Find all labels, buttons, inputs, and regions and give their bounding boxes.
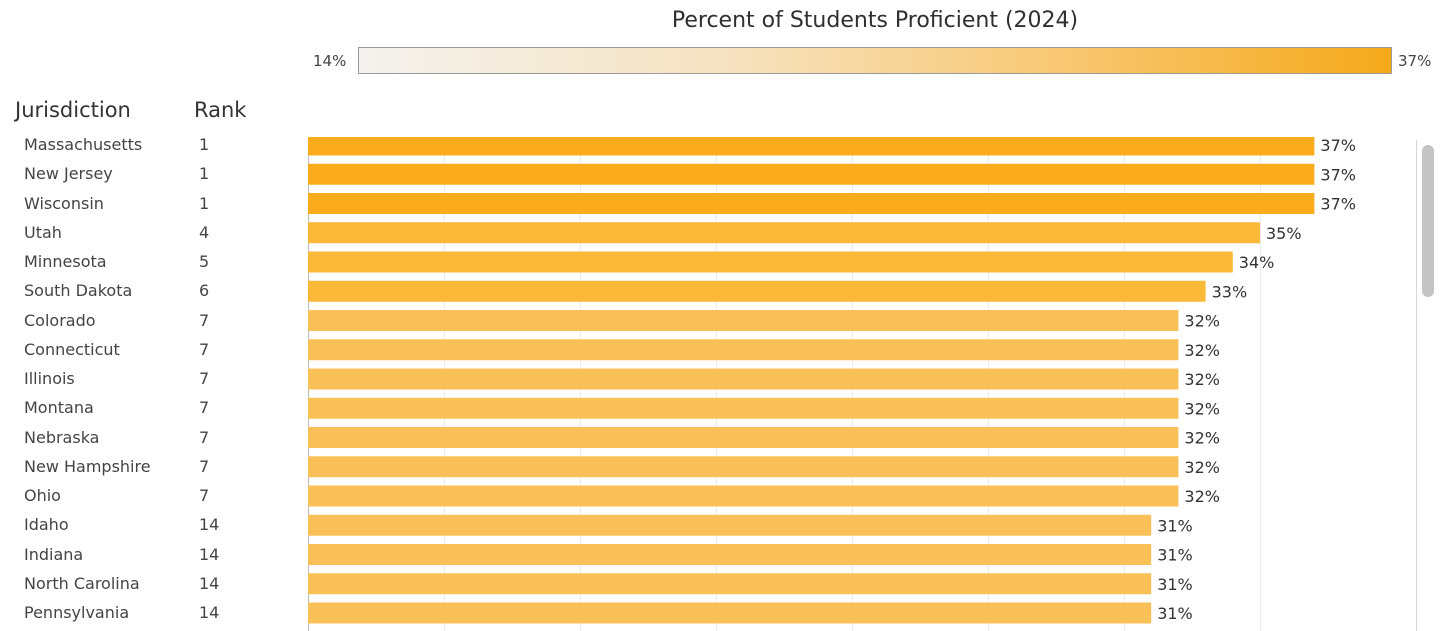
bar-value-label: 33%: [1212, 282, 1248, 301]
bar-value-label: 32%: [1184, 487, 1220, 506]
rank-label: 7: [199, 427, 210, 447]
bar-value-label: 37%: [1320, 165, 1356, 184]
bar-ohio[interactable]: [308, 485, 1179, 507]
rank-label: 7: [199, 310, 210, 330]
rank-label: 6: [199, 281, 210, 301]
bar-montana[interactable]: [308, 397, 1179, 419]
jurisdiction-label: Wisconsin: [24, 193, 104, 213]
jurisdiction-label: Minnesota: [24, 252, 107, 271]
jurisdiction-label: New Jersey: [24, 164, 113, 184]
jurisdiction-label: Colorado: [24, 310, 96, 330]
rank-label: 7: [199, 456, 210, 476]
bar-illinois[interactable]: [308, 368, 1179, 390]
bar-pennsylvania[interactable]: [308, 602, 1152, 624]
bar-value-label: 32%: [1184, 370, 1220, 389]
bar-value-label: 32%: [1184, 399, 1220, 418]
jurisdiction-label: Utah: [24, 222, 62, 242]
rank-label: 1: [199, 193, 210, 213]
jurisdiction-label: South Dakota: [24, 281, 133, 301]
jurisdiction-label: Ohio: [24, 486, 61, 505]
rank-label: 14: [199, 573, 220, 593]
jurisdiction-label: New Hampshire: [24, 456, 151, 476]
bar-indiana[interactable]: [308, 544, 1152, 565]
legend-title: Percent of Students Proficient (2024): [671, 8, 1079, 33]
rank-label: 14: [199, 603, 220, 622]
rank-label: 14: [199, 515, 220, 535]
bar-new-jersey[interactable]: [308, 163, 1315, 185]
bar-value-label: 32%: [1184, 429, 1220, 448]
rank-label: 1: [199, 135, 210, 154]
jurisdiction-label: Massachusetts: [24, 135, 143, 154]
bar-value-label: 37%: [1320, 195, 1356, 214]
jurisdiction-label: Montana: [24, 398, 94, 418]
bar-chart-plot: 37% 37% 37% 35% 34% 33% 32% 32% 32% 32% 32% 32% 32% 3…: [308, 137, 1396, 631]
scrollbar-track[interactable]: [1416, 140, 1417, 631]
legend-max-label: 37%: [1398, 52, 1432, 70]
bar-value-label: 31%: [1157, 575, 1193, 594]
rank-label: 14: [199, 544, 220, 564]
bar-massachusetts[interactable]: [308, 137, 1315, 156]
rank-label: 7: [199, 369, 210, 388]
jurisdiction-label: North Carolina: [24, 573, 140, 593]
bar-minnesota[interactable]: [308, 251, 1233, 273]
bar-value-label: 34%: [1239, 253, 1275, 272]
rank-label: 7: [199, 486, 210, 505]
rank-label: 7: [199, 339, 210, 359]
rank-label: 1: [199, 164, 210, 184]
bar-value-label: 37%: [1320, 137, 1356, 155]
bar-value-label: 32%: [1184, 458, 1220, 477]
jurisdiction-header[interactable]: Jurisdiction: [15, 98, 131, 122]
rank-label: 7: [199, 398, 210, 418]
bar-value-label: 35%: [1266, 224, 1302, 243]
jurisdiction-label: Nebraska: [24, 427, 100, 447]
bar-nebraska[interactable]: [308, 427, 1179, 448]
jurisdiction-label: Connecticut: [24, 339, 120, 359]
bar-idaho[interactable]: [308, 514, 1152, 536]
legend-min-label: 14%: [313, 52, 347, 70]
bar-value-label: 31%: [1157, 546, 1193, 565]
bar-colorado[interactable]: [308, 310, 1179, 331]
bar-value-label: 31%: [1157, 516, 1193, 535]
bar-value-label: 31%: [1157, 604, 1193, 623]
bar-value-label: 32%: [1184, 341, 1220, 360]
scrollbar-thumb[interactable]: [1422, 145, 1434, 297]
color-legend-bar: [358, 47, 1392, 74]
bar-connecticut[interactable]: [308, 339, 1179, 361]
row-labels: Massachusetts 1 New Jersey 1 Wisconsin 1 Utah 4…: [0, 0, 300, 631]
bar-utah[interactable]: [308, 222, 1260, 244]
rank-label: 5: [199, 252, 210, 271]
rank-header[interactable]: Rank: [194, 98, 247, 122]
bar-north-carolina[interactable]: [308, 573, 1152, 595]
rank-label: 4: [199, 222, 210, 242]
bar-chart: 37% 37% 37% 35% 34% 33% 32% 32% 32% 32% 32% 32% 32% 3…: [308, 137, 1356, 631]
bar-wisconsin[interactable]: [308, 193, 1315, 214]
jurisdiction-label: Pennsylvania: [24, 603, 130, 622]
jurisdiction-label: Idaho: [24, 515, 69, 535]
jurisdiction-label: Indiana: [24, 544, 84, 564]
bar-new-hampshire[interactable]: [308, 456, 1179, 478]
bar-value-label: 32%: [1184, 312, 1220, 331]
bar-south-dakota[interactable]: [308, 280, 1206, 302]
jurisdiction-label: Illinois: [24, 369, 75, 388]
